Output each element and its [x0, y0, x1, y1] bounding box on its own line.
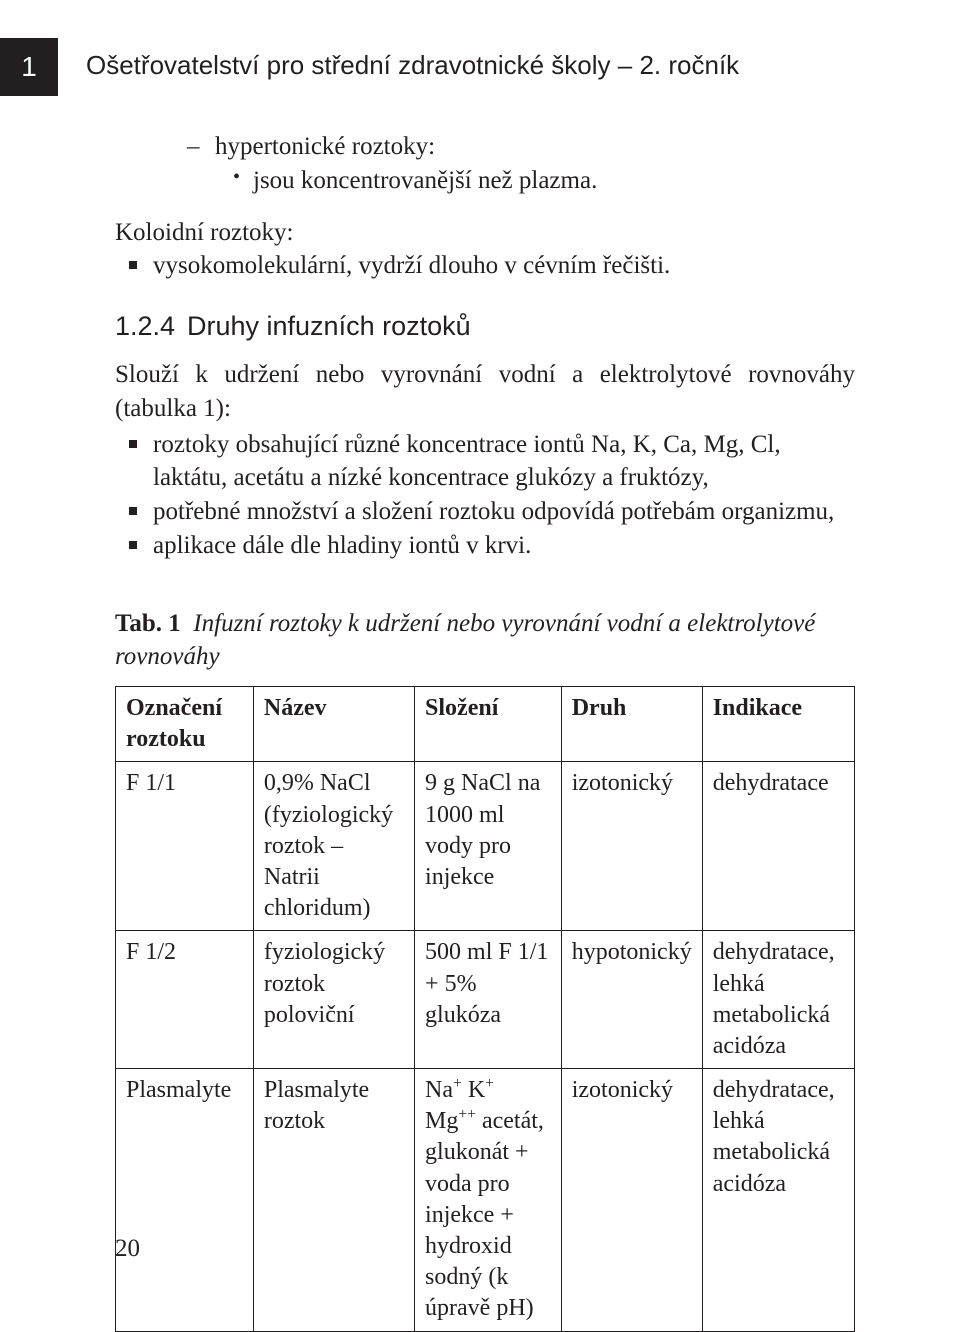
th-slozeni: Složení: [415, 687, 562, 762]
hypertonic-sublist: jsou koncentrovanější než plazma.: [215, 164, 855, 198]
cell-druh: hypotonický: [561, 931, 702, 1069]
page-number: 20: [115, 1235, 140, 1263]
table-head: Označení roztoku Název Složení Druh Indi…: [116, 687, 855, 762]
cell-slozeni: 500 ml F 1/1 + 5% glukóza: [415, 931, 562, 1069]
cell-nazev: Plasmalyte roztok: [253, 1069, 414, 1332]
cell-nazev: 0,9% NaCl (fyziologický roztok – Natrii …: [253, 762, 414, 931]
list-item: potřebné množství a složení roztoku odpo…: [115, 495, 855, 529]
table-caption: Tab. 1 Infuzní roztoky k udržení nebo vy…: [115, 607, 855, 675]
chapter-number: 1: [21, 51, 37, 83]
section-title: Druhy infuzních roztoků: [187, 311, 471, 341]
th-druh: Druh: [561, 687, 702, 762]
koloidni-title: Koloidní roztoky:: [115, 216, 855, 250]
cell-slozeni: Na+ K+ Mg++ acetát, glukonát + voda pro …: [415, 1069, 562, 1332]
hypertonic-label: hypertonické roztoky:: [215, 133, 435, 160]
list-item: aplikace dále dle hladiny iontů v krvi.: [115, 529, 855, 563]
chapter-tab: 1: [0, 38, 58, 96]
th-indikace: Indikace: [702, 687, 854, 762]
cell-indikace: dehydratace: [702, 762, 854, 931]
table-header-row: Označení roztoku Název Složení Druh Indi…: [116, 687, 855, 762]
cell-druh: izotonický: [561, 762, 702, 931]
cell-oznaceni: F 1/1: [116, 762, 254, 931]
content-area: hypertonické roztoky: jsou koncentrovaně…: [115, 130, 855, 1332]
table-caption-text: Infuzní roztoky k udržení nebo vyrovnání…: [115, 610, 815, 671]
intro-paragraph: Slouží k udržení nebo vyrovnání vodní a …: [115, 358, 855, 426]
cell-druh: izotonický: [561, 1069, 702, 1332]
section-number: 1.2.4: [115, 311, 187, 342]
th-oznaceni: Označení roztoku: [116, 687, 254, 762]
list-item: roztoky obsahující různé koncentrace ion…: [115, 428, 855, 496]
table-caption-lead: Tab. 1: [115, 610, 181, 637]
hypertonic-list: hypertonické roztoky: jsou koncentrovaně…: [115, 130, 855, 198]
cell-indikace: dehydratace, lehká metabolická acidóza: [702, 931, 854, 1069]
section-heading: 1.2.4Druhy infuzních roztoků: [115, 311, 855, 342]
page: 1 Ošetřovatelství pro střední zdravotnic…: [0, 0, 960, 1315]
main-bullet-list: roztoky obsahující různé koncentrace ion…: [115, 428, 855, 563]
cell-oznaceni: F 1/2: [116, 931, 254, 1069]
table-row: Plasmalyte Plasmalyte roztok Na+ K+ Mg++…: [116, 1069, 855, 1332]
running-header: Ošetřovatelství pro střední zdravotnické…: [86, 50, 739, 81]
hypertonic-subitem: jsou koncentrovanější než plazma.: [215, 164, 855, 198]
koloidni-item: vysokomolekulární, vydrží dlouho v cévní…: [115, 249, 855, 283]
table-row: F 1/1 0,9% NaCl (fyziologický roztok – N…: [116, 762, 855, 931]
table-row: F 1/2 fyziologický roztok poloviční 500 …: [116, 931, 855, 1069]
koloidni-list: vysokomolekulární, vydrží dlouho v cévní…: [115, 249, 855, 283]
cell-indikace: dehydratace, lehká metabolická acidóza: [702, 1069, 854, 1332]
infusion-table: Označení roztoku Název Složení Druh Indi…: [115, 686, 855, 1332]
cell-oznaceni: Plasmalyte: [116, 1069, 254, 1332]
cell-slozeni: 9 g NaCl na 1000 ml vody pro injekce: [415, 762, 562, 931]
cell-nazev: fyziologický roztok poloviční: [253, 931, 414, 1069]
table-body: F 1/1 0,9% NaCl (fyziologický roztok – N…: [116, 762, 855, 1331]
th-nazev: Název: [253, 687, 414, 762]
hypertonic-item: hypertonické roztoky: jsou koncentrovaně…: [115, 130, 855, 198]
